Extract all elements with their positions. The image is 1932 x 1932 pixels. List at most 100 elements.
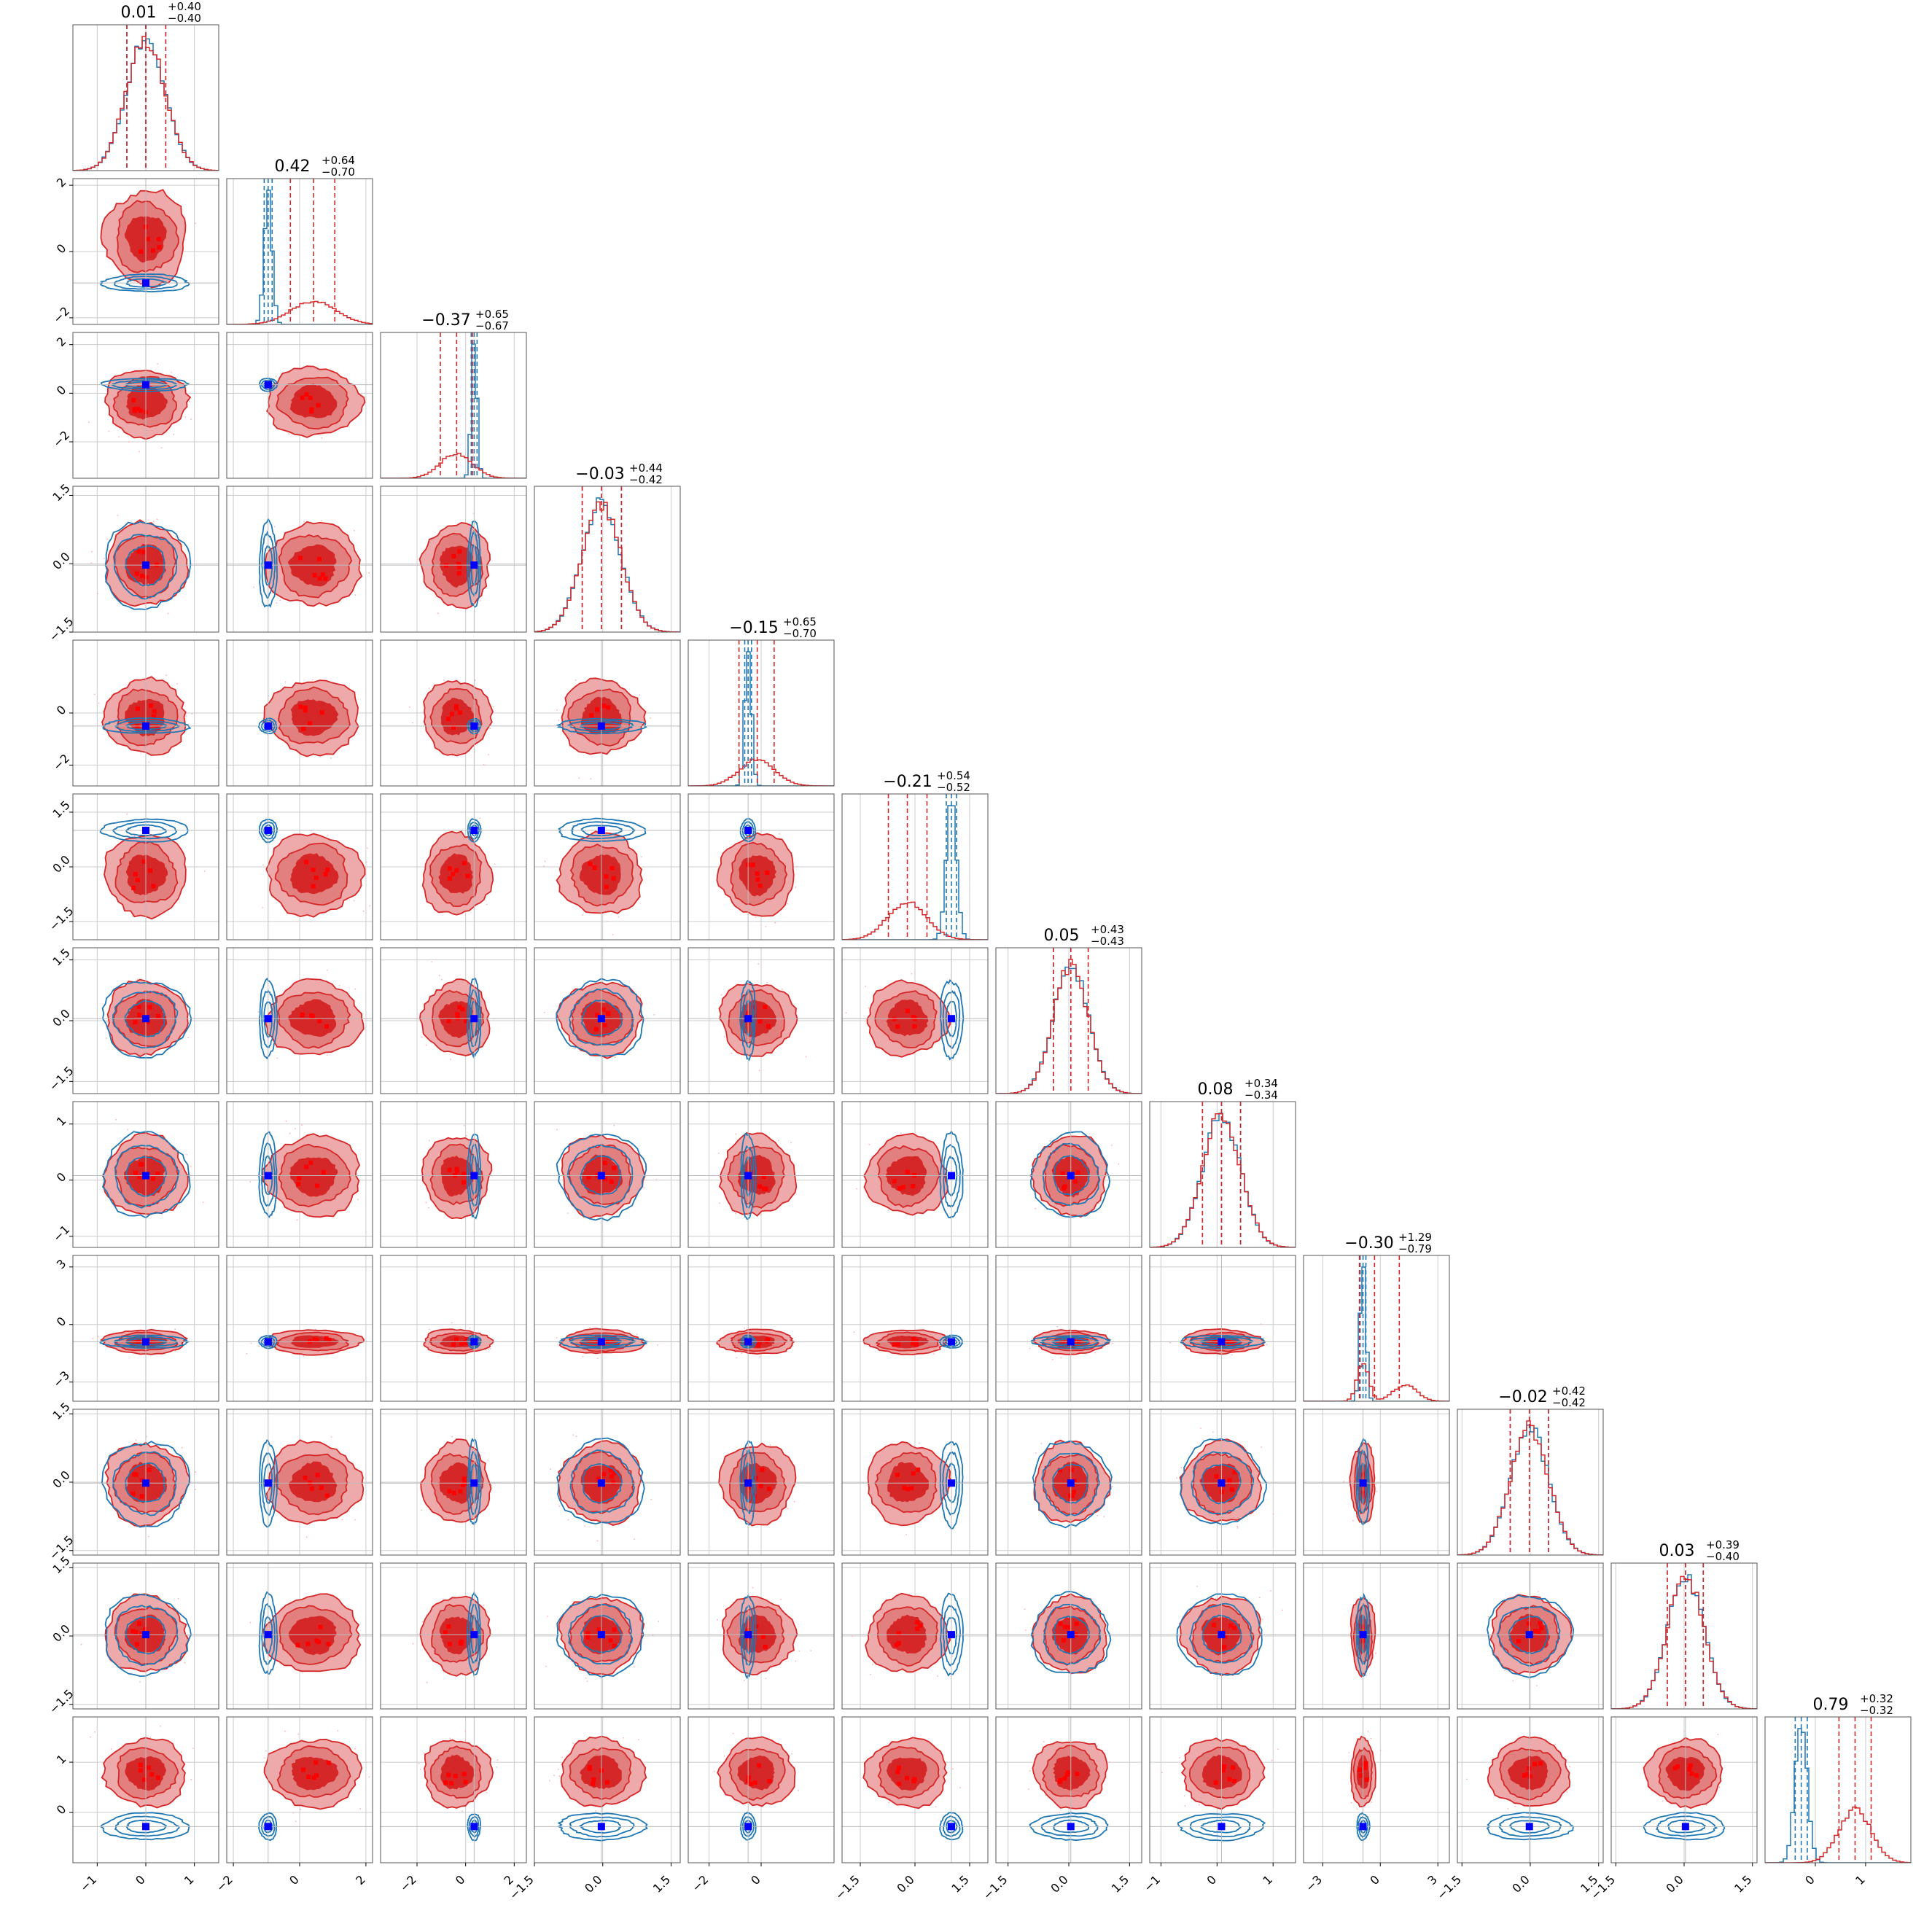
sample-point xyxy=(766,981,768,983)
sample-point xyxy=(90,562,93,564)
sample-point xyxy=(431,961,433,963)
sample-point xyxy=(148,761,150,763)
red-density-cell xyxy=(311,884,316,889)
blue-contour xyxy=(939,1441,964,1530)
truth-marker xyxy=(744,827,752,834)
sample-point xyxy=(443,679,445,681)
red-density-cell xyxy=(612,1627,617,1632)
red-density-cell xyxy=(314,1638,319,1643)
sample-point xyxy=(273,526,276,528)
sample-point xyxy=(1111,1485,1113,1487)
panel-6-4 xyxy=(688,947,835,1094)
y-tick-label: 0 xyxy=(54,703,69,718)
red-density-cell xyxy=(150,1176,155,1181)
sample-point xyxy=(582,914,583,916)
blue-contour xyxy=(469,1451,480,1516)
red-density-cell xyxy=(611,876,616,881)
truth-marker xyxy=(470,1631,478,1639)
sample-point xyxy=(451,1436,453,1438)
blue-contour xyxy=(1041,1452,1101,1517)
sample-point xyxy=(303,1355,305,1357)
sample-point xyxy=(558,720,560,721)
sample-point xyxy=(723,1035,725,1037)
red-density-cell xyxy=(301,726,306,731)
red-density-cell xyxy=(761,1175,766,1180)
sample-point xyxy=(305,1536,308,1538)
red-density-cell xyxy=(763,1005,768,1010)
sample-point xyxy=(266,733,268,736)
sample-point xyxy=(106,538,109,540)
sample-point xyxy=(289,1132,291,1134)
panel-frame xyxy=(841,1562,989,1710)
sample-point xyxy=(173,433,175,435)
sample-point xyxy=(479,600,481,601)
y-tick-label: 0 xyxy=(54,1314,69,1330)
panel-frame xyxy=(688,1409,835,1556)
red-density-cell xyxy=(911,1471,916,1476)
diag-panel-8: −0.30 +1.29−0.79 xyxy=(1303,1231,1450,1402)
panel-8-7 xyxy=(1149,1255,1296,1402)
sample-point xyxy=(900,1132,902,1134)
sample-point xyxy=(956,1643,958,1645)
panel-frame xyxy=(226,1409,373,1556)
sample-point xyxy=(108,430,110,432)
sample-point xyxy=(612,832,615,833)
sample-point xyxy=(1375,1484,1376,1486)
sample-point xyxy=(1035,1452,1037,1454)
sample-point xyxy=(156,518,158,520)
red-contour-core xyxy=(289,383,338,418)
red-density-cell xyxy=(454,868,459,873)
diag-panel-0: 0.01 +0.40−0.40 xyxy=(72,0,219,171)
red-density-cell xyxy=(609,1179,614,1184)
sample-point xyxy=(421,1036,423,1038)
panel-frame xyxy=(534,947,681,1094)
sample-point xyxy=(174,1350,176,1352)
sample-point xyxy=(639,694,641,696)
y-tick-label: 1.5 xyxy=(50,798,72,820)
truth-marker xyxy=(597,1172,605,1180)
sample-point xyxy=(195,1471,196,1473)
panel-4-2 xyxy=(380,639,527,787)
red-density-cell xyxy=(911,1183,916,1188)
truth-marker xyxy=(470,1015,478,1023)
red-histogram xyxy=(381,453,526,478)
red-density-cell xyxy=(608,1468,613,1473)
red-density-cell xyxy=(133,872,138,877)
sample-point xyxy=(185,715,187,717)
truth-marker xyxy=(1067,1338,1075,1346)
truth-marker xyxy=(264,1015,272,1023)
sample-point xyxy=(911,973,913,975)
red-density-cell xyxy=(309,407,314,412)
sample-point xyxy=(790,1142,792,1144)
panel-10-4 xyxy=(688,1562,835,1710)
truth-marker xyxy=(1218,1338,1226,1346)
red-density-cell xyxy=(1058,1468,1063,1473)
red-density-cell xyxy=(455,1016,460,1021)
blue-contour xyxy=(1032,1440,1113,1529)
sample-point xyxy=(765,926,767,927)
sample-point xyxy=(1352,1519,1354,1522)
param-title-6: 0.05 xyxy=(1044,927,1080,945)
panel-frame xyxy=(1303,1255,1450,1402)
panel-9-5 xyxy=(841,1409,989,1556)
sample-point xyxy=(905,1534,907,1535)
sample-point xyxy=(160,447,163,449)
panel-5-2 xyxy=(380,793,527,940)
red-density-cell xyxy=(148,868,153,873)
red-density-cell xyxy=(447,876,452,881)
sample-point xyxy=(330,757,332,759)
sample-point xyxy=(250,1342,252,1344)
sample-point xyxy=(731,1052,733,1054)
diag-panel-1: 0.42 +0.64−0.70 xyxy=(226,154,373,325)
panel-frame xyxy=(226,1255,373,1402)
truth-marker xyxy=(142,279,149,287)
red-density-cell xyxy=(445,717,451,722)
sample-point xyxy=(408,706,410,708)
red-density-cell xyxy=(1230,1487,1235,1492)
panel-frame xyxy=(380,1409,527,1556)
sample-point xyxy=(115,1118,117,1121)
param-title-plus-1: +0.64 xyxy=(322,154,355,167)
sample-point xyxy=(1261,1446,1262,1448)
sample-point xyxy=(1118,1163,1120,1165)
sample-point xyxy=(1371,1446,1373,1448)
